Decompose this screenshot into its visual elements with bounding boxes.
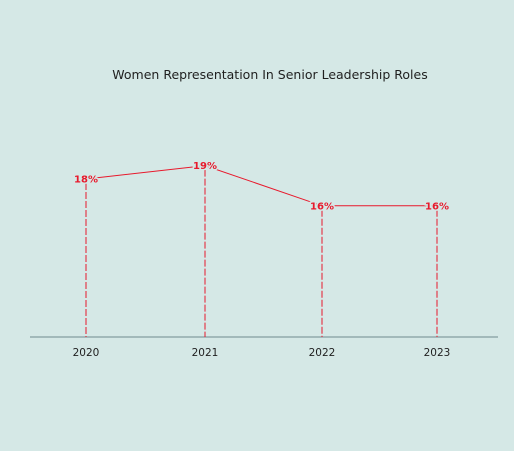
drop-lines-group bbox=[85, 169, 438, 337]
x-tick-label-2020: 2020 bbox=[73, 347, 100, 359]
x-tick-label-2021: 2021 bbox=[192, 347, 219, 359]
chart-title: Women Representation In Senior Leadershi… bbox=[112, 67, 427, 82]
x-tick-labels-group: 2020 2021 2022 2023 bbox=[73, 347, 451, 359]
data-label-2021: 19% bbox=[193, 161, 217, 172]
data-label-2023: 16% bbox=[425, 201, 449, 212]
x-tick-label-2023: 2023 bbox=[424, 347, 451, 359]
data-labels-group: 18% 19% 16% 16% bbox=[73, 160, 451, 214]
data-label-2020: 18% bbox=[74, 175, 98, 186]
x-tick-label-2022: 2022 bbox=[309, 347, 336, 359]
data-label-2022: 16% bbox=[310, 201, 334, 212]
series-line bbox=[85, 165, 437, 207]
